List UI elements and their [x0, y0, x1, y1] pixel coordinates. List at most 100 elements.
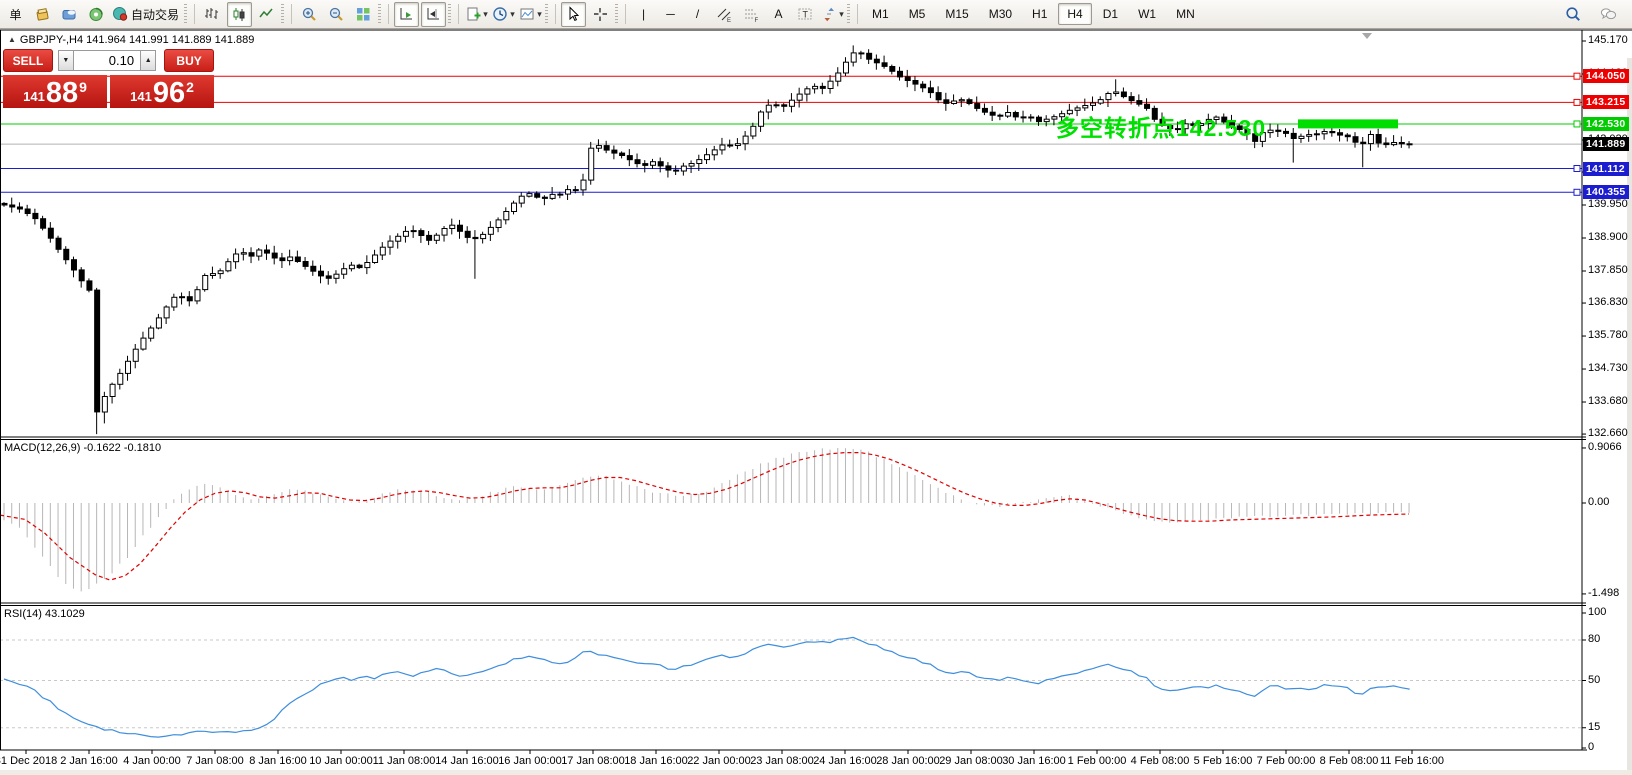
crosshair-button[interactable] [588, 2, 613, 27]
time-axis-label[interactable]: 8 Feb 08:00 [1319, 755, 1379, 767]
channel-button[interactable]: E [712, 2, 737, 27]
tf-mn[interactable]: MN [1167, 3, 1204, 25]
cursor-button[interactable] [561, 1, 587, 27]
tf-d1-label: D1 [1102, 7, 1119, 21]
tf-w1[interactable]: W1 [1129, 3, 1165, 25]
price-level-label[interactable]: 140.355 [1583, 185, 1629, 200]
level-handle[interactable] [1573, 188, 1581, 196]
volume-input[interactable] [74, 50, 141, 71]
cursor-icon [565, 5, 582, 23]
text-label-button[interactable]: T [793, 2, 818, 27]
arrows-button[interactable]: ▾ [820, 2, 845, 27]
new-order-button[interactable]: 单 [3, 2, 28, 27]
indicators-button[interactable]: ▾ [464, 2, 489, 27]
time-axis-label[interactable]: 2 Jan 16:00 [60, 755, 118, 767]
annotation-text[interactable]: 多空转折点142.530 [1056, 115, 1267, 141]
tf-m5[interactable]: M5 [900, 3, 935, 25]
tf-h1[interactable]: H1 [1023, 3, 1056, 25]
indicators-button-dropdown-icon[interactable]: ▾ [483, 8, 488, 19]
one-click-trading-panel: SELL ▼ ▲ BUY 141 88 9 141 96 2 [3, 47, 215, 108]
sell-price[interactable]: 141 88 9 [3, 75, 107, 108]
profiles-icon[interactable] [57, 2, 82, 27]
tf-m30[interactable]: M30 [980, 3, 1021, 25]
tf-d1[interactable]: D1 [1094, 3, 1127, 25]
time-axis-label[interactable]: 23 Jan 08:00 [750, 755, 814, 767]
templates-button-dropdown-icon[interactable]: ▾ [537, 8, 542, 19]
text-button[interactable]: A [766, 2, 791, 27]
buy-price[interactable]: 141 96 2 [110, 75, 214, 108]
highlight-zone-bar[interactable] [1298, 119, 1398, 129]
chart-plot [0, 29, 1632, 754]
trendline-button[interactable]: / [685, 2, 710, 27]
time-axis-label[interactable]: 30 Jan 16:00 [1002, 755, 1066, 767]
zoom-in-button[interactable] [297, 2, 322, 27]
time-axis-label[interactable]: 4 Feb 08:00 [1130, 755, 1190, 767]
zoom-out-button[interactable] [324, 2, 349, 27]
time-axis-label[interactable]: 1 Feb 00:00 [1067, 755, 1127, 767]
time-axis-label[interactable]: 24 Jan 16:00 [813, 755, 877, 767]
time-axis-label[interactable]: 8 Jan 16:00 [249, 755, 307, 767]
time-axis-label[interactable]: 10 Jan 00:00 [309, 755, 373, 767]
level-handle[interactable] [1573, 98, 1581, 106]
horizontal-line-button[interactable]: ─ [658, 2, 683, 27]
volume-increase-button[interactable]: ▲ [140, 50, 157, 71]
price-level-label[interactable]: 144.050 [1583, 69, 1629, 84]
buy-button[interactable]: BUY [164, 49, 215, 72]
tile-windows-button[interactable] [351, 2, 376, 27]
signals-icon[interactable] [84, 2, 109, 27]
time-axis-label[interactable]: 28 Jan 00:00 [876, 755, 940, 767]
tf-m15[interactable]: M15 [936, 3, 977, 25]
time-axis-label[interactable]: 5 Feb 16:00 [1193, 755, 1253, 767]
time-axis-label[interactable]: 18 Jan 16:00 [624, 755, 688, 767]
time-axis-label[interactable]: 11 Feb 16:00 [1379, 755, 1445, 767]
toolbar-separator [388, 4, 390, 24]
periods-button[interactable]: ▾ [491, 2, 516, 27]
time-axis-label[interactable]: 4 Jan 00:00 [123, 755, 181, 767]
autotrade-icon [112, 6, 129, 23]
sell-button[interactable]: SELL [3, 49, 53, 72]
candles-group [1, 45, 1413, 435]
toolbar-separator [625, 4, 627, 24]
svg-text:F: F [755, 18, 759, 23]
time-axis-label[interactable]: 31 Dec 2018 [0, 755, 58, 767]
price-level-label[interactable]: 141.112 [1583, 161, 1629, 176]
line-chart-button[interactable] [254, 2, 279, 27]
autotrading-button[interactable]: 自动交易 [111, 2, 182, 27]
level-handle[interactable] [1573, 120, 1581, 128]
level-handle[interactable] [1573, 165, 1581, 173]
templates-button[interactable]: ▾ [518, 2, 543, 27]
level-handle[interactable] [1573, 72, 1581, 80]
time-axis-label[interactable]: 14 Jan 16:00 [435, 755, 499, 767]
time-axis-label[interactable]: 17 Jan 08:00 [561, 755, 625, 767]
tf-m30-label: M30 [988, 7, 1013, 21]
candlestick-chart-button[interactable] [227, 1, 253, 27]
chart-shift-marker-icon[interactable] [1362, 33, 1372, 39]
volume-decrease-button[interactable]: ▼ [57, 50, 75, 71]
search-icon[interactable] [1561, 2, 1586, 27]
auto-scroll-button[interactable] [394, 1, 420, 27]
collapse-panel-icon[interactable]: ▲ [8, 35, 16, 44]
periods-button-dropdown-icon[interactable]: ▾ [510, 8, 515, 19]
time-axis-label[interactable]: 7 Jan 08:00 [186, 755, 244, 767]
trendline-button-label: / [695, 7, 700, 21]
bar-chart-button[interactable] [200, 2, 225, 27]
arrows-button-dropdown-icon[interactable]: ▾ [839, 8, 844, 19]
fibonacci-button[interactable]: F [739, 2, 764, 27]
time-axis-label[interactable]: 11 Jan 08:00 [372, 755, 436, 767]
price-level-label[interactable]: 142.530 [1583, 116, 1629, 131]
time-axis-label[interactable]: 16 Jan 00:00 [498, 755, 562, 767]
time-axis-label[interactable]: 29 Jan 08:00 [939, 755, 1003, 767]
tf-m1[interactable]: M1 [863, 3, 898, 25]
new-chart-icon[interactable] [30, 2, 55, 27]
chat-icon [1600, 6, 1617, 23]
price-level-label[interactable]: 143.215 [1583, 95, 1629, 110]
time-axis-label[interactable]: 22 Jan 00:00 [687, 755, 751, 767]
time-axis-label[interactable]: 7 Feb 00:00 [1256, 755, 1316, 767]
chart-shift-button[interactable] [421, 1, 447, 27]
vertical-line-button[interactable]: | [631, 2, 656, 27]
tf-h4[interactable]: H4 [1058, 3, 1092, 25]
chat-icon[interactable] [1596, 2, 1621, 27]
chart-title-text: GBPJPY-,H4 141.964 141.991 141.889 141.8… [19, 34, 255, 46]
svg-text:E: E [727, 18, 731, 23]
macd-histogram [3, 448, 1410, 592]
